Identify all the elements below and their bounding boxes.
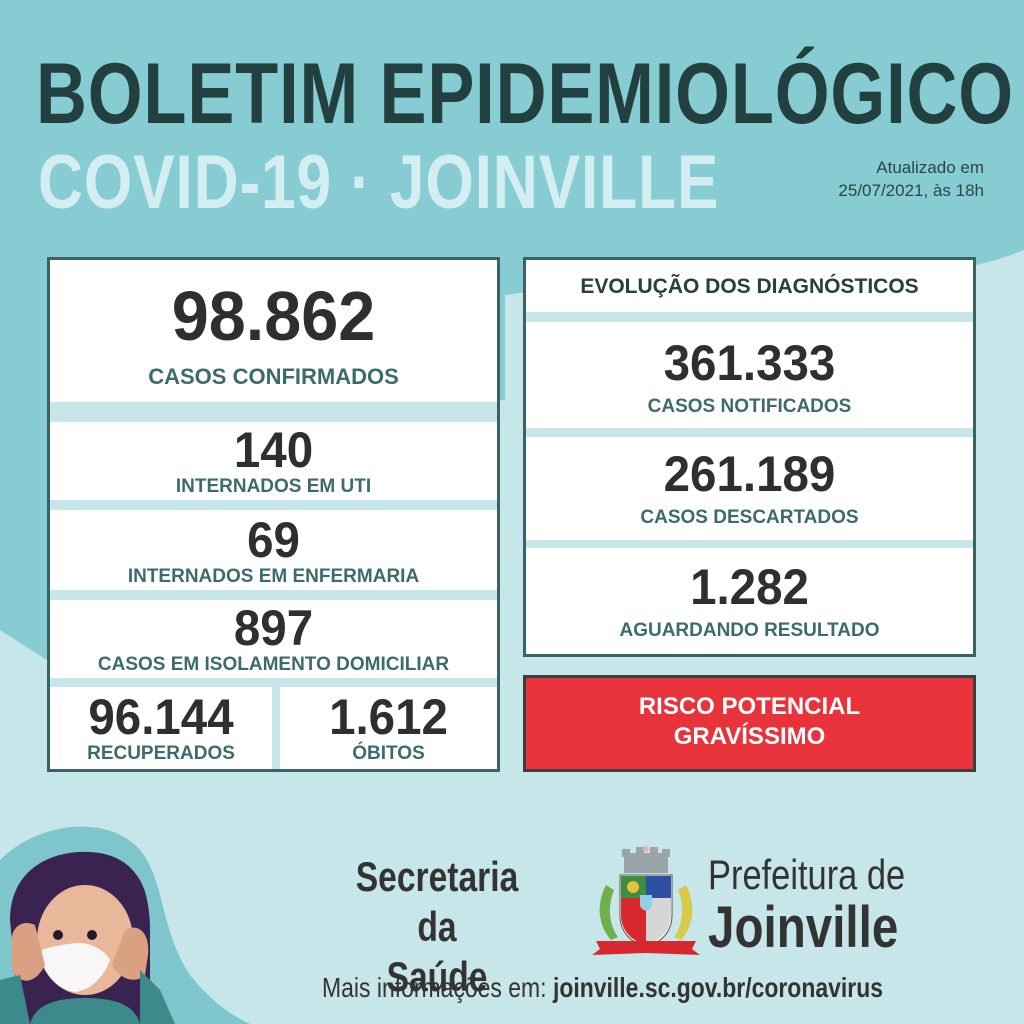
icu-label: INTERNADOS EM UTI [175,476,372,497]
joinville-coat-of-arms-icon [592,846,700,955]
notified-card: 361.333 CASOS NOTIFICADOS [526,322,973,428]
page-subtitle: COVID-19 · JOINVILLE [38,140,720,225]
deaths-card: 1.612 ÓBITOS [280,687,497,769]
discarded-label: CASOS DESCARTADOS [640,507,859,528]
risk-level-badge: RISCO POTENCIAL GRAVÍSSIMO [523,675,976,772]
pending-value: 1.282 [690,559,809,615]
page-title: BOLETIM EPIDEMIOLÓGICO [36,46,1014,142]
update-timestamp: Atualizado em 25/07/2021, às 18h [838,156,984,202]
cases-panel: 98.862 CASOS CONFIRMADOS 140 INTERNADOS … [47,257,500,772]
ward-card: 69 INTERNADOS EM ENFERMARIA [50,510,497,590]
discarded-card: 261.189 CASOS DESCARTADOS [526,437,973,540]
pending-card: 1.282 AGUARDANDO RESULTADO [526,548,973,654]
more-info: Mais informações em: joinville.sc.gov.br… [322,970,883,1006]
confirmed-cases-card: 98.862 CASOS CONFIRMADOS [50,260,497,402]
diagnostics-panel: EVOLUÇÃO DOS DIAGNÓSTICOS 361.333 CASOS … [523,257,976,657]
notified-value: 361.333 [663,335,836,391]
secretaria-saude-logo: Secretaria da Saúde [345,852,529,1002]
icu-value: 140 [233,422,314,478]
home-isolation-value: 897 [233,600,314,656]
risk-line-1: RISCO POTENCIAL [638,693,861,720]
card-divider [526,540,973,548]
recovered-label: RECUPERADOS [87,743,235,764]
secretaria-line-2: Saúde [386,953,488,1000]
recovered-card: 96.144 RECUPERADOS [50,687,272,769]
prefeitura-line-2: Joinville [708,895,899,960]
recovered-value: 96.144 [88,689,234,745]
ward-label: INTERNADOS EM ENFERMARIA [127,566,420,587]
confirmed-cases-label: CASOS CONFIRMADOS [148,364,399,389]
prefeitura-joinville-logo: Prefeitura de Joinville [708,852,905,958]
risk-line-2: GRAVÍSSIMO [673,723,826,750]
deaths-label: ÓBITOS [352,743,425,764]
pending-label: AGUARDANDO RESULTADO [619,620,880,641]
home-isolation-label: CASOS EM ISOLAMENTO DOMICILIAR [97,654,450,675]
more-info-prefix: Mais informações em: [322,972,547,1003]
woman-mask-illustration [0,851,175,1024]
prefeitura-line-1: Prefeitura de [708,851,906,898]
diagnostics-header: EVOLUÇÃO DOS DIAGNÓSTICOS [526,260,973,312]
notified-label: CASOS NOTIFICADOS [647,396,852,417]
more-info-link[interactable]: joinville.sc.gov.br/coronavirus [552,972,884,1003]
icu-card: 140 INTERNADOS EM UTI [50,422,497,500]
home-isolation-card: 897 CASOS EM ISOLAMENTO DOMICILIAR [50,600,497,678]
discarded-value: 261.189 [663,446,836,502]
ward-value: 69 [247,512,300,568]
updated-label: Atualizado em [876,158,984,177]
card-divider [272,687,280,769]
card-divider [526,428,973,437]
secretaria-line-1: Secretaria da [355,853,519,950]
updated-date: 25/07/2021, às 18h [838,181,984,200]
deaths-value: 1.612 [329,689,448,745]
diagnostics-title: EVOLUÇÃO DOS DIAGNÓSTICOS [580,275,919,298]
card-divider [526,312,973,322]
confirmed-cases-value: 98.862 [171,277,376,355]
